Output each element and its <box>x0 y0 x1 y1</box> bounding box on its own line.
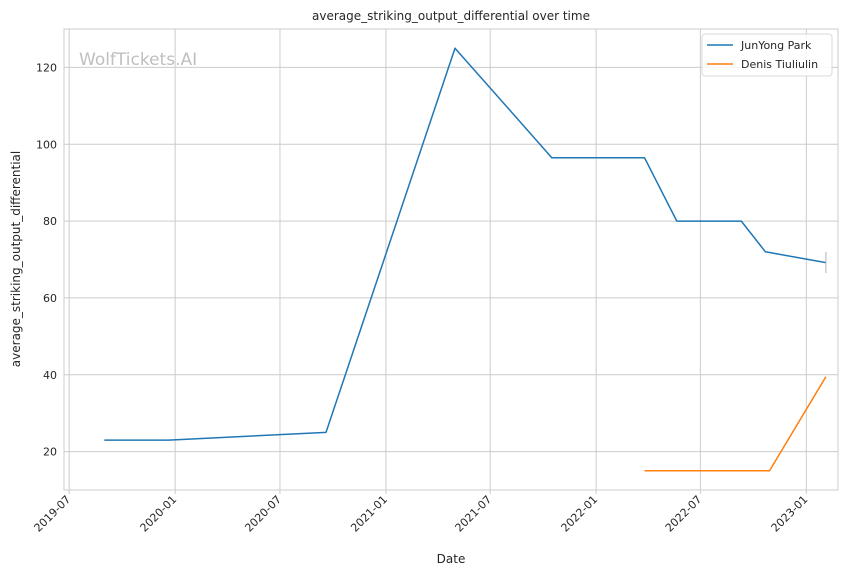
legend-label-junyong-park: JunYong Park <box>740 39 812 52</box>
legend-label-denis-tiuliulin: Denis Tiuliulin <box>741 58 818 71</box>
legend-box <box>701 33 833 77</box>
y-tick-label: 60 <box>43 292 57 305</box>
x-axis-label: Date <box>437 552 466 566</box>
series-group <box>104 47 827 472</box>
y-tick-label: 20 <box>43 446 57 459</box>
watermark-text: WolfTickets.AI <box>79 50 197 70</box>
grid <box>64 29 838 494</box>
chart-title: average_striking_output_differential ove… <box>312 9 590 23</box>
y-tick-label: 40 <box>43 369 57 382</box>
series-line-junyong-park <box>104 47 827 441</box>
y-tick-label: 120 <box>36 61 57 74</box>
y-tick-label: 80 <box>43 215 57 228</box>
y-axis-label: average_striking_output_differential <box>9 151 23 367</box>
y-tick-label: 100 <box>36 138 57 151</box>
series-line-denis-tiuliulin <box>644 376 827 472</box>
legend: JunYong Park Denis Tiuliulin <box>701 33 833 77</box>
plot-frame <box>63 28 839 491</box>
